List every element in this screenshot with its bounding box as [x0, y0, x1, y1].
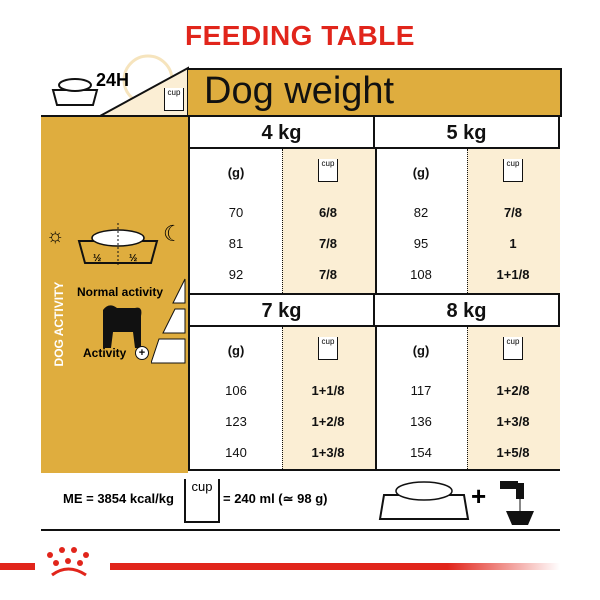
cup-icon: cup	[503, 337, 523, 360]
food-bowl-icon	[378, 481, 470, 520]
activity-levels-icon	[151, 278, 186, 364]
moon-icon: ☾	[163, 221, 183, 246]
dog-activity-panel: DOG ACTIVITY ☼ ☾ ½ ½ Normal activity Act…	[41, 115, 188, 473]
cup-value: 1+2/8	[311, 414, 345, 429]
grams-value: 92	[228, 267, 244, 282]
cup-value: 1	[509, 236, 517, 251]
cup-value: 6/8	[318, 205, 338, 220]
cup-label: cup	[506, 337, 520, 346]
energy-value: ME = 3854 kcal/kg	[63, 491, 174, 506]
cup-label: cup	[506, 159, 520, 168]
footer-info: ME = 3854 kcal/kg cup = 240 ml (≃ 98 g) …	[41, 471, 560, 531]
dog-silhouette-icon	[103, 305, 142, 348]
grams-value: 136	[410, 414, 432, 429]
dog-activity-label: DOG ACTIVITY	[52, 281, 66, 367]
split-left: ½	[93, 253, 102, 264]
royal-canin-crown-logo	[47, 547, 89, 577]
dog-weight-header: Dog weight	[188, 68, 562, 117]
period-label: 24H	[96, 70, 130, 90]
grams-header: (g)	[227, 343, 245, 358]
cup-label: cup	[167, 88, 181, 97]
grams-value: 140	[225, 445, 247, 460]
cup-label: cup	[321, 337, 335, 346]
grams-value: 108	[410, 267, 432, 282]
grams-header: (g)	[412, 343, 430, 358]
grams-value: 106	[225, 383, 247, 398]
row-divider	[190, 293, 560, 295]
cup-value: 1+5/8	[496, 445, 530, 460]
weight-header: 7 kg	[190, 295, 375, 327]
sun-icon: ☼	[46, 225, 65, 247]
cup-value: 1+1/8	[496, 267, 530, 282]
cup-equivalence: = 240 ml (≃ 98 g)	[223, 491, 328, 506]
grams-value: 70	[228, 205, 244, 220]
weight-header: 8 kg	[375, 295, 558, 327]
grams-header: (g)	[412, 165, 430, 180]
cup-value: 7/8	[318, 236, 338, 251]
cup-icon: cup	[164, 88, 184, 111]
feeding-grid: 4 kg (g) cup 70 6/8 81 7/8 92 7/8 5 kg (g) cup 82 7/8…	[188, 115, 560, 471]
page-title: FEEDING TABLE	[185, 20, 415, 51]
cup-label: cup	[191, 479, 213, 494]
water-tap-icon	[500, 481, 534, 525]
grams-value: 95	[413, 236, 429, 251]
cup-icon: cup	[503, 159, 523, 182]
split-right: ½	[129, 253, 138, 264]
cup-value: 7/8	[503, 205, 523, 220]
normal-activity-label: Normal activity	[77, 285, 164, 299]
cup-value: 1+2/8	[496, 383, 530, 398]
cup-value: 1+1/8	[311, 383, 345, 398]
grams-value: 123	[225, 414, 247, 429]
split-bowl-icon	[77, 223, 159, 265]
cup-label: cup	[321, 159, 335, 168]
plus-circle-icon: +	[135, 346, 149, 360]
plus-sign: +	[471, 481, 487, 511]
weight-header: 4 kg	[190, 117, 375, 149]
activity-plus-label: Activity	[83, 346, 127, 360]
cup-icon: cup	[318, 159, 338, 182]
grams-value: 82	[413, 205, 429, 220]
grams-header: (g)	[227, 165, 245, 180]
cup-value: 1+3/8	[496, 414, 530, 429]
brand-line-right	[110, 563, 560, 570]
brand-line-left	[0, 563, 35, 570]
grams-value: 81	[228, 236, 244, 251]
grams-value: 154	[410, 445, 432, 460]
cup-icon: cup	[184, 479, 220, 523]
grams-value: 117	[410, 383, 432, 398]
cup-icon: cup	[318, 337, 338, 360]
dog-weight-title: Dog weight	[204, 70, 395, 112]
cup-value: 1+3/8	[311, 445, 345, 460]
cup-value: 7/8	[318, 267, 338, 282]
weight-header: 5 kg	[375, 117, 558, 149]
